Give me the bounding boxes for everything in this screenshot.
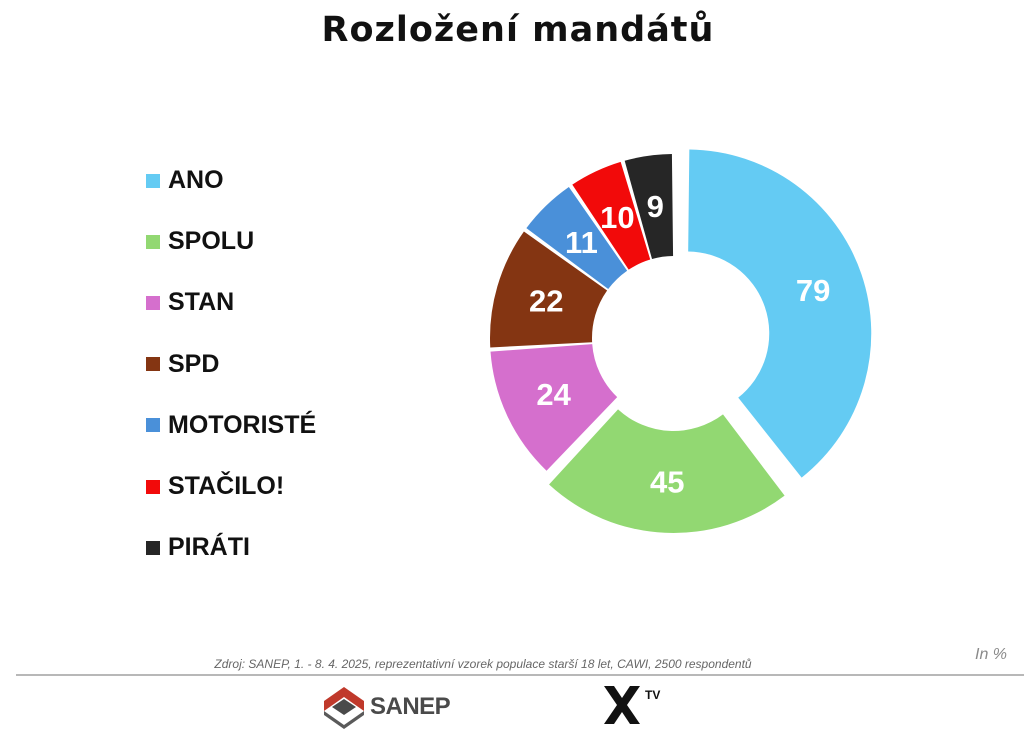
legend-label: ANO (168, 166, 224, 195)
legend-label: SPOLU (168, 227, 255, 256)
legend-item: SPOLU (146, 211, 316, 272)
footer-divider (16, 674, 1024, 676)
donut-slice-stailo (572, 161, 651, 270)
xtv-logo-text: TV (645, 688, 661, 702)
legend-item: PIRÁTI (146, 517, 316, 578)
slice-value-label: 10 (600, 200, 634, 235)
legend-swatch (146, 234, 160, 249)
legend-swatch (146, 357, 160, 372)
legend-label: STAČILO! (168, 472, 285, 501)
x-mark-icon (604, 686, 640, 724)
legend-item: ANO (146, 150, 316, 211)
chart-legend: ANO SPOLU STAN SPD MOTORISTÉ STAČILO! PIRÁTI (146, 150, 316, 578)
legend-label: STAN (168, 288, 235, 317)
slice-value-label: 24 (536, 377, 571, 412)
legend-swatch (146, 295, 160, 310)
slice-value-label: 79 (796, 273, 830, 308)
donut-slice-ano (688, 149, 872, 478)
legend-swatch (146, 479, 160, 494)
slice-value-label: 22 (529, 283, 563, 318)
legend-item: STAČILO! (146, 456, 316, 517)
donut-slice-spd (490, 231, 608, 348)
sanep-logo-icon (324, 687, 364, 729)
donut-slice-motorist (526, 187, 628, 290)
sanep-logo: SANEP (322, 684, 451, 730)
slice-value-label: 9 (647, 189, 664, 224)
donut-slice-stan (490, 344, 618, 471)
unit-label: In % (975, 646, 1008, 663)
legend-item: SPD (146, 334, 316, 395)
legend-item: STAN (146, 272, 316, 333)
slice-value-label: 11 (565, 225, 598, 260)
legend-swatch (146, 540, 160, 555)
legend-label: MOTORISTÉ (168, 410, 317, 439)
slice-value-label: 45 (650, 464, 684, 499)
xtv-logo: TV (600, 684, 660, 730)
legend-swatch (146, 418, 160, 433)
source-note: Zdroj: SANEP, 1. - 8. 4. 2025, reprezent… (214, 657, 752, 671)
legend-swatch (146, 173, 160, 188)
donut-slice-spolu (549, 409, 785, 533)
legend-label: SPD (168, 349, 220, 378)
donut-slice-pirti (624, 154, 674, 260)
chart-title: Rozložení mandátů (321, 10, 715, 50)
legend-label: PIRÁTI (168, 533, 250, 562)
sanep-logo-text: SANEP (370, 693, 451, 720)
legend-item: MOTORISTÉ (146, 395, 316, 456)
